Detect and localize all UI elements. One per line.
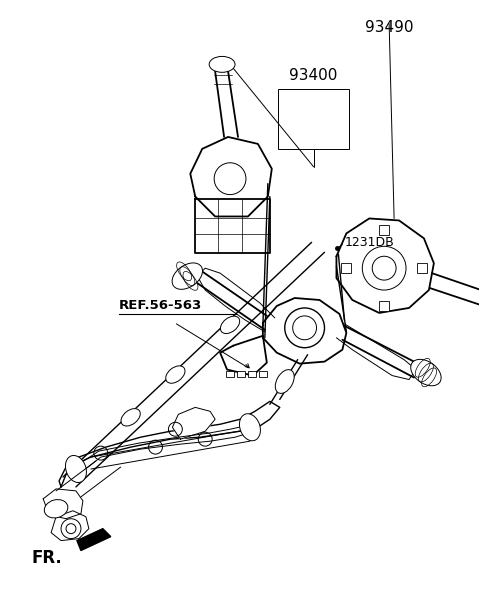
Text: REF.56-563: REF.56-563 (119, 299, 202, 312)
Text: 93400: 93400 (289, 69, 338, 83)
Ellipse shape (121, 409, 140, 426)
Polygon shape (336, 324, 416, 380)
Ellipse shape (276, 370, 294, 393)
Bar (417, 263, 427, 273)
Ellipse shape (411, 359, 441, 386)
Ellipse shape (166, 366, 185, 383)
Polygon shape (59, 401, 280, 487)
Bar (379, 301, 389, 311)
Text: 93490: 93490 (365, 20, 413, 35)
Bar (379, 225, 389, 235)
Polygon shape (195, 198, 270, 253)
Polygon shape (336, 219, 434, 313)
Bar (278, 89, 349, 149)
Text: 1231DB: 1231DB (344, 236, 394, 249)
Bar (226, 371, 234, 377)
Bar (259, 371, 267, 377)
Bar (237, 371, 245, 377)
Polygon shape (220, 336, 267, 375)
Ellipse shape (240, 414, 261, 441)
Ellipse shape (44, 499, 68, 518)
Circle shape (362, 246, 406, 290)
Polygon shape (77, 529, 111, 551)
Polygon shape (263, 298, 347, 364)
Ellipse shape (172, 263, 203, 289)
Polygon shape (172, 407, 215, 439)
Bar (248, 371, 256, 377)
Polygon shape (197, 268, 275, 332)
Bar (341, 263, 351, 273)
Ellipse shape (65, 455, 86, 483)
Circle shape (285, 308, 324, 347)
Ellipse shape (220, 316, 240, 334)
Polygon shape (190, 137, 272, 216)
Text: FR.: FR. (31, 550, 62, 567)
Polygon shape (51, 511, 89, 541)
Ellipse shape (209, 57, 235, 72)
Polygon shape (43, 489, 83, 519)
